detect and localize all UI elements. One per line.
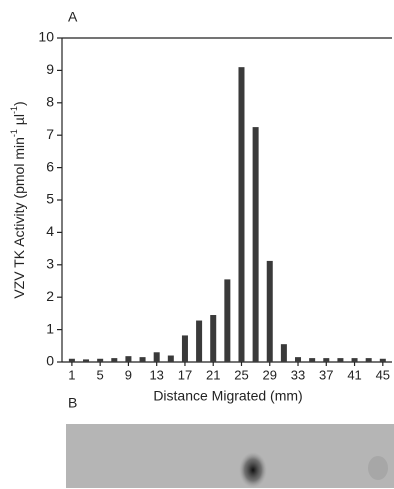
bar xyxy=(380,359,386,362)
bar xyxy=(69,359,75,362)
gel-band xyxy=(368,456,388,480)
bar xyxy=(168,356,174,362)
gel-strip xyxy=(66,424,394,488)
y-tick-label: 3 xyxy=(46,256,54,272)
x-axis-label: Distance Migrated (mm) xyxy=(153,388,302,404)
y-tick-label: 7 xyxy=(46,126,54,142)
panel-label: B xyxy=(68,395,77,411)
panel-label: A xyxy=(68,9,78,25)
y-tick-label: 1 xyxy=(46,320,54,336)
bar xyxy=(267,261,273,362)
x-tick-label: 5 xyxy=(97,367,104,382)
x-tick-label: 45 xyxy=(376,367,390,382)
bar xyxy=(111,358,117,362)
bar xyxy=(224,279,230,362)
x-tick-label: 21 xyxy=(206,367,220,382)
bar xyxy=(281,344,287,362)
bar xyxy=(337,358,343,362)
y-axis-label: VZV TK Activity (pmol min-1 µl-1) xyxy=(9,101,26,298)
bar xyxy=(295,357,301,362)
bar xyxy=(140,357,146,362)
bar xyxy=(83,359,89,362)
y-tick-label: 0 xyxy=(46,353,54,369)
x-tick-label: 25 xyxy=(234,367,248,382)
y-label-part: -1 xyxy=(9,106,19,114)
y-label-part: ) xyxy=(11,101,27,106)
x-tick-label: 17 xyxy=(178,367,192,382)
bar xyxy=(97,359,103,362)
bar xyxy=(196,321,202,362)
y-label-part: µl xyxy=(11,114,27,129)
bar xyxy=(238,67,244,362)
y-tick-label: 6 xyxy=(46,158,54,174)
y-tick-label: 8 xyxy=(46,94,54,110)
bar xyxy=(125,356,131,362)
x-tick-label: 29 xyxy=(263,367,277,382)
x-tick-label: 9 xyxy=(125,367,132,382)
bar xyxy=(352,358,358,362)
bar xyxy=(182,335,188,362)
x-tick-label: 13 xyxy=(149,367,163,382)
y-tick-label: 9 xyxy=(46,61,54,77)
bar xyxy=(253,127,259,362)
gel-band xyxy=(239,452,267,488)
x-tick-label: 1 xyxy=(68,367,75,382)
y-tick-label: 4 xyxy=(46,223,54,239)
figure: A Distance Migrated (mm) VZV TK Activity… xyxy=(0,0,394,489)
y-label-part: -1 xyxy=(9,129,19,137)
x-tick-label: 33 xyxy=(291,367,305,382)
bar xyxy=(323,358,329,362)
y-tick-label: 10 xyxy=(38,29,54,45)
y-tick-label: 2 xyxy=(46,288,54,304)
bar xyxy=(154,352,160,362)
y-label-part: VZV TK Activity (pmol min xyxy=(11,137,27,299)
bar xyxy=(210,315,216,362)
y-tick-label: 5 xyxy=(46,191,54,207)
x-tick-label: 37 xyxy=(319,367,333,382)
x-tick-label: 41 xyxy=(347,367,361,382)
bar xyxy=(366,358,372,362)
bar xyxy=(309,358,315,362)
